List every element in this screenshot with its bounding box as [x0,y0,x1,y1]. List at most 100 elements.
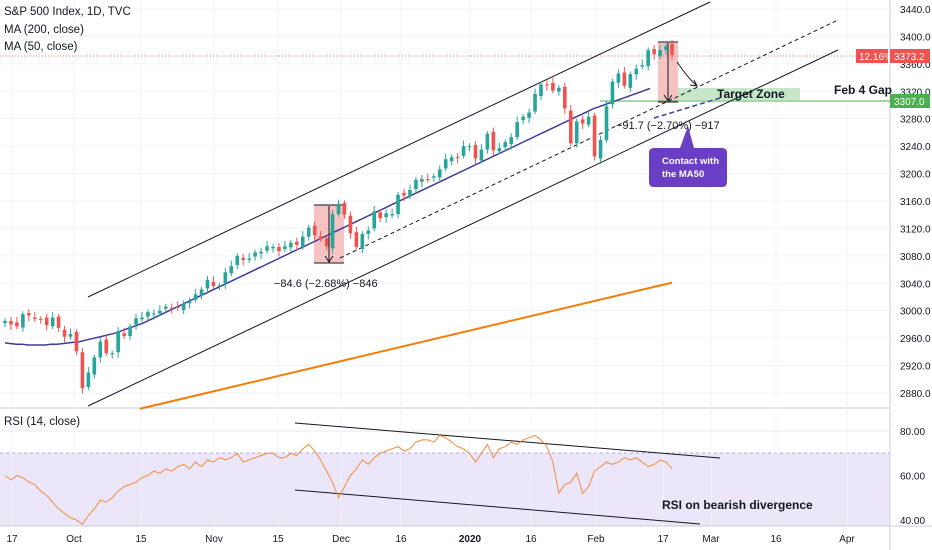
channel-mid [339,19,839,259]
candle-body [229,266,234,274]
candle-body [217,285,222,287]
candle-body [563,86,567,109]
candle-body [265,246,269,251]
candle-body [312,225,317,236]
candle-body [378,212,382,219]
candle-body [223,272,228,284]
candle-body [324,238,329,247]
contact-line2: the MA50 [662,169,704,180]
pct-tag [856,49,888,63]
candle-body [396,194,400,215]
target-arrowhead [689,79,698,87]
candle-body [545,84,549,86]
measure-label-dec: −84.6 (−2.68%) −846 [274,278,378,290]
candle-body [86,372,91,388]
candle-body [32,317,37,319]
candle-body [461,146,466,156]
price-tick-label: 3160.0 [900,197,931,208]
rsi-tick-label: 40.00 [900,516,925,527]
contact-line1: Contact with [662,156,719,167]
candle-body [509,137,514,145]
candle-body [122,333,126,337]
time-tick-label: 16 [525,534,537,545]
time-tick-label: Feb [587,534,605,545]
candle-body [610,81,615,105]
candle-body [3,321,7,324]
candle-body [628,74,633,88]
candle-body [283,246,287,249]
candle-body [247,258,251,260]
candle-body [169,307,174,309]
candle-body [21,314,25,328]
candle-body [479,149,484,161]
time-tick-label: 15 [135,534,147,545]
candle-body [390,214,394,216]
candle-body [640,65,645,67]
candle-body [50,317,55,327]
candle-body [187,301,192,304]
candle-body [598,139,603,159]
candle-body [574,121,579,144]
price-tag-text: 3373.2 [894,52,925,63]
candle-body [152,313,156,315]
candle-body [539,84,543,97]
candle-body [199,289,204,296]
rsi-tick-label: 80.00 [900,427,925,438]
candle-body [163,306,168,309]
candle-body [241,257,246,260]
candle-body [384,213,388,218]
candle-body [372,211,377,229]
contact-callout [649,126,727,187]
legend-title: S&P 500 Index, 1D, TVC [4,6,131,18]
rsi-line [4,434,673,526]
candle-body [354,232,359,247]
rsi-note: RSI on bearish divergence [662,498,813,512]
candle-body [568,110,573,144]
rsi-tick-label: 60.00 [900,472,925,483]
candle-body [408,190,412,197]
candle-body [27,313,31,316]
time-tick-label: 2020 [459,534,482,545]
candle-body [44,317,49,326]
candle-body [580,119,585,124]
time-axis: 17 Oct 15 Nov 15 Dec 16 2020 16 Feb 17 Mar 16 Apr [6,534,855,545]
candle-body [289,242,293,248]
measure-arrowhead-dec [324,255,334,263]
candle-body [426,179,430,181]
candle-body [9,321,13,325]
candle-body [80,352,85,389]
candle-body [205,279,210,289]
candle-body [110,353,114,355]
rsi-band [0,453,890,526]
candle-body [473,145,478,159]
price-tick-label: 3000.0 [900,307,931,318]
candle-body [15,322,19,327]
time-tick-label: Apr [839,534,855,545]
candle-body [134,318,138,325]
price-tick-label: 3320.0 [900,87,931,98]
legend-rsi: RSI (14, close) [4,416,81,428]
price-axis: 3440.0 3400.0 3360.0 3320.0 3280.0 3240.0 3200… [900,5,931,400]
candle-body [616,73,621,83]
candle-body [181,303,186,311]
candle-body [414,179,418,189]
price-tick-label: 2880.0 [900,389,931,400]
candle-body [497,148,502,152]
candle-body [116,331,120,353]
candle-body [586,116,591,125]
candle-body [74,331,79,352]
candle-body [551,83,555,91]
measure-label-feb: −91.7 (−2.70%) −917 [616,120,720,132]
candle-body [515,122,519,138]
candle-body [652,49,656,55]
feb4-gap-label: Feb 4 Gap [834,83,892,97]
price-tick-label: 2920.0 [900,362,931,373]
time-tick-label: 16 [770,534,782,545]
price-tick-label: 3400.0 [900,32,931,43]
candle-body [56,316,61,328]
candle-body [300,236,305,247]
candle-body [295,241,299,245]
time-tick-label: Oct [66,534,82,545]
price-tick-label: 3080.0 [900,252,931,263]
